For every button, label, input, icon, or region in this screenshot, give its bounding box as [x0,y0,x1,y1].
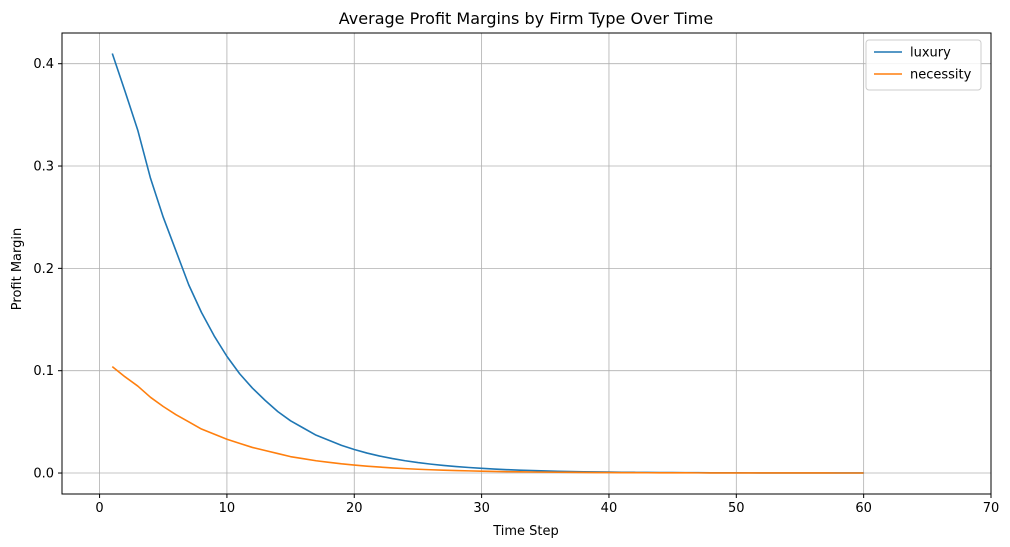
x-tick-label: 40 [601,501,618,516]
y-tick-label: 0.0 [33,467,54,482]
x-tick-label: 0 [95,501,103,516]
plot-frame [61,32,992,495]
y-tick-label: 0.2 [33,262,54,277]
x-tick-label: 50 [728,501,745,516]
y-tick-label: 0.4 [33,57,54,72]
grid [62,33,992,494]
x-tick-label: 20 [346,501,363,516]
y-tick-label: 0.1 [33,364,54,379]
chart-title: Average Profit Margins by Firm Type Over… [339,9,713,28]
legend: luxury necessity [865,39,982,91]
legend-label-necessity: necessity [910,68,972,83]
x-axis-label: Time Step [492,524,559,539]
legend-label-luxury: luxury [910,46,951,61]
series-group [111,53,864,474]
y-axis-label: Profit Margin [10,228,25,310]
axis-ticks: 0 10 20 30 40 50 60 70 0.0 0.1 0.2 0.3 0.4 [33,57,999,516]
x-tick-label: 10 [219,501,236,516]
x-tick-label: 30 [473,501,490,516]
y-tick-label: 0.3 [33,160,54,175]
series-line-necessity [111,365,864,474]
x-tick-label: 60 [855,501,872,516]
x-tick-label: 70 [983,501,1000,516]
